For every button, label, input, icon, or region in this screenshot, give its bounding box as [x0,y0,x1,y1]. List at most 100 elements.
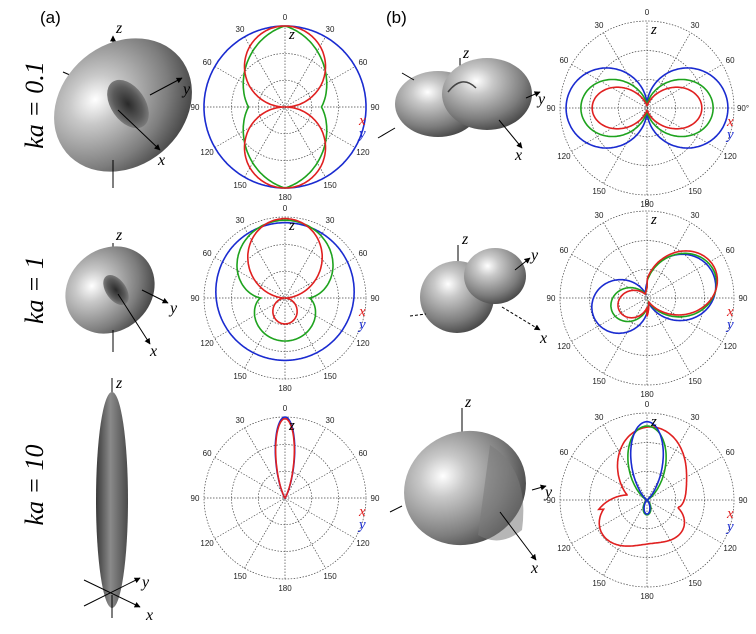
row-label-ka01: ka = 0.1 [20,61,49,149]
x-axis-label: x [530,560,538,577]
angle-tick-label: 150 [592,377,606,386]
z-axis-label: z [115,227,123,244]
angle-tick-label: 30 [595,413,604,422]
angle-tick-label: 120 [200,339,214,348]
x-axis-label: x [145,607,153,624]
x-axis-label: x [157,152,165,169]
angle-tick-label: 30 [236,216,245,225]
angle-tick-label: 180 [278,193,292,202]
angle-tick-label: 0 [645,8,650,17]
angle-tick-label: 60 [358,449,367,458]
angle-tick-label: 60 [203,449,212,458]
angle-tick-label: 30 [595,21,604,30]
angle-tick-label: 120 [557,544,571,553]
polar-x-label: x [726,304,734,320]
angle-tick-label: 90 [547,294,556,303]
angle-tick-label: 150 [592,187,606,196]
curve-x [617,250,719,319]
polar-x-label: x [358,504,366,520]
angle-tick-label: 30 [326,216,335,225]
y-axis-label: y [543,484,553,501]
polar-x-label: x [726,506,734,522]
curve-x [591,86,703,130]
angle-tick-label: 180 [640,592,654,601]
angle-tick-label: 150 [233,572,247,581]
angle-tick-label: 150 [592,579,606,588]
angle-tick-label: 90 [547,104,556,113]
polar-y-label: y [725,317,734,333]
polar-z-label: z [650,414,657,430]
polar-plot-a-ka01: 0 30 60 90 120 150 180 150 120 90 60 30 z xy [191,13,380,202]
torus-a1 [54,35,192,188]
polar-y-label: y [357,126,366,142]
polar-plot-b-ka01: 0 30 60 90° 120 150 180 150 120 90 60 30 z xy [547,8,750,209]
angle-tick-label: 90 [739,496,748,505]
angle-tick-label: 60 [726,448,735,457]
angle-tick-label: 30 [595,211,604,220]
curve-xy [236,219,334,342]
polar-y-label: y [357,317,366,333]
polar-z-label: z [650,212,657,228]
angle-tick-label: 150 [688,377,702,386]
axis-letters: z y x z y x z y x z y x z y x z y x [115,20,553,624]
y-axis-label: y [181,81,191,98]
angle-tick-label: 30 [691,211,700,220]
polar-x-label: x [358,113,366,129]
x-axis-label: x [149,343,157,360]
angle-tick-label: 150 [233,181,247,190]
peanut-b2 [409,245,541,333]
angle-tick-label: 90 [739,294,748,303]
polar-plot-b-ka10: 0 30 60 90 120 150 180 150 120 90 60 30 z xy [547,400,748,601]
angle-tick-label: 30 [326,416,335,425]
polar-z-label: z [650,22,657,38]
polar-y-label: y [725,127,734,143]
curve-xy [610,252,718,323]
angle-tick-label: 90° [737,104,749,113]
angle-tick-label: 90 [547,496,556,505]
angle-tick-label: 0 [283,204,288,213]
curve-x [247,217,323,325]
y-axis-label: y [168,300,178,317]
curve-y [214,221,356,362]
angle-tick-label: 150 [688,579,702,588]
angle-tick-label: 30 [691,21,700,30]
angle-tick-label: 30 [326,25,335,34]
y-axis-label: y [529,247,539,264]
angle-tick-label: 90 [371,494,380,503]
angle-tick-label: 30 [691,413,700,422]
angle-tick-label: 180 [278,584,292,593]
angle-tick-label: 120 [356,148,370,157]
panel-label-a: (a) [40,8,61,27]
z-axis-label: z [461,231,469,248]
angle-tick-label: 120 [200,148,214,157]
angle-tick-label: 120 [723,152,737,161]
curve-y [629,420,665,515]
y-axis-label: y [140,574,150,591]
curve-x [597,426,688,547]
angle-tick-label: 150 [323,372,337,381]
panel-label-b: (b) [386,8,407,27]
angle-tick-label: 120 [356,339,370,348]
angle-tick-label: 150 [688,187,702,196]
angle-tick-label: 90 [371,103,380,112]
curve-x [274,417,296,499]
z-axis-label: z [115,375,123,392]
angle-tick-label: 30 [236,416,245,425]
polar-plot-b-ka1: 0 30 60 90 120 150 180 150 120 90 60 30 z xy [547,198,748,399]
angle-tick-label: 150 [323,181,337,190]
angle-tick-label: 60 [358,249,367,258]
polar-y-label: y [725,519,734,535]
angle-tick-label: 90 [191,294,200,303]
peanut-b1 [377,58,541,149]
angle-tick-label: 30 [236,25,245,34]
polar-z-label: z [288,418,295,434]
angle-tick-label: 0 [283,404,288,413]
polar-grid [559,20,735,196]
angle-tick-label: 60 [559,448,568,457]
polar-plot-a-ka10: 0 30 60 90 120 150 180 150 120 90 60 30 z xy [191,404,380,593]
angle-tick-label: 0 [645,400,650,409]
angle-tick-label: 120 [356,539,370,548]
polar-y-label: y [357,517,366,533]
angle-tick-label: 90 [371,294,380,303]
angle-tick-label: 150 [323,572,337,581]
